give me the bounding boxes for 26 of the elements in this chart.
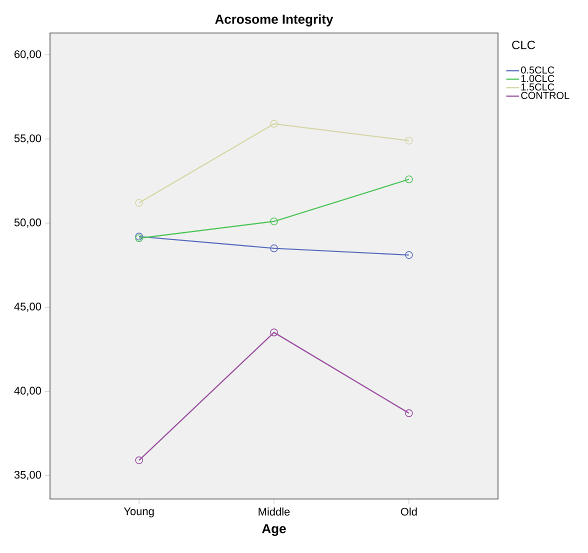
point [405,175,413,184]
point [135,456,143,464]
x-tick-label: Old [400,508,417,516]
legend-label: 0.5CLC [521,66,554,74]
y-tick-label: 45,00 [14,302,42,312]
chart-title: Acrosome Integrity [215,14,334,26]
y-tick-label: 50,00 [14,218,42,228]
legend-label: 1.0CLC [521,74,554,82]
legend-title: CLC [512,40,536,50]
y-tick-label: 55,00 [14,134,42,144]
y-tick-label: 35,00 [14,470,42,480]
x-tick-label: Young [124,508,154,518]
point [405,136,413,145]
point [270,244,278,252]
point [405,251,413,259]
point [270,218,278,226]
x-axis-title: Age [262,524,286,536]
x-tick-label: Middle [258,508,290,516]
y-tick-label: 60,00 [14,50,42,60]
legend-label: CONTROL [521,92,570,100]
legend-label: 1.5CLC [521,83,554,91]
y-tick-label: 40,00 [14,386,42,396]
point [270,120,278,128]
point [135,199,143,207]
point [405,409,413,418]
point [270,328,278,336]
